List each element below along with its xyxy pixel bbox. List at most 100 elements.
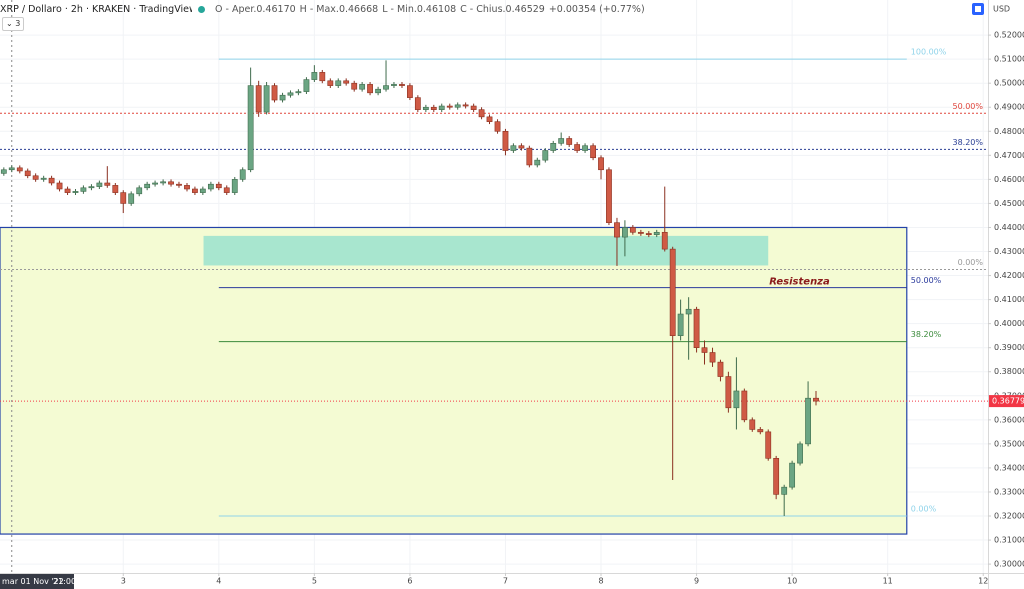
candle-body (518, 145, 525, 149)
candle-body (287, 92, 294, 96)
candle-body (717, 361, 724, 377)
candle-body (470, 105, 477, 110)
y-tick-label: 0.47000 (994, 151, 1024, 160)
candle-body (343, 80, 350, 84)
y-tick-label: 0.48000 (994, 127, 1024, 136)
level-label: 0.00% (958, 258, 984, 267)
candle-body (781, 486, 788, 495)
candle-body (32, 175, 39, 180)
y-tick-label: 0.50000 (994, 79, 1024, 88)
candle-body (550, 143, 557, 151)
level-label: 0.00% (911, 505, 937, 514)
zone (203, 235, 769, 266)
ohlc-item: H - Max.0.46668 (299, 3, 379, 15)
candle-body (8, 167, 15, 171)
candle-body (813, 397, 819, 402)
y-tick-label: 0.51000 (994, 55, 1024, 64)
candle-body (590, 145, 596, 159)
candle-body (502, 130, 509, 151)
y-tick-label: 0.33000 (994, 487, 1024, 496)
candle-body (16, 167, 23, 172)
candle-body (526, 147, 533, 166)
candle-body (789, 462, 796, 488)
level-label: 50.00% (952, 102, 983, 111)
candle-body (749, 419, 756, 430)
x-tick-label: 9 (694, 577, 699, 586)
zone (0, 226, 908, 535)
candle-body (653, 231, 660, 235)
ohlc-legend: O - Aper.0.46170 H - Max.0.46668 L - Min.0… (215, 4, 649, 15)
candle-body (414, 97, 421, 110)
x-tick-label: 7 (503, 577, 508, 586)
candle-body (56, 182, 63, 190)
candle-body (64, 188, 71, 193)
candle-body (144, 183, 151, 189)
candle-body (629, 227, 636, 233)
candle-body (438, 105, 445, 110)
candle-body (223, 187, 230, 193)
indicator-count[interactable]: ⌄ 3 (2, 17, 25, 31)
candle-body (797, 443, 803, 464)
y-tick-label: 0.35000 (994, 439, 1024, 448)
candle-body (231, 179, 238, 193)
candle-body (534, 159, 541, 166)
currency-label[interactable]: USD (993, 5, 1010, 14)
y-tick-label: 0.39000 (994, 343, 1024, 352)
candle-body (765, 431, 772, 459)
y-tick-label: 0.31000 (994, 536, 1024, 545)
candle-body (614, 222, 620, 238)
candle-body (422, 106, 429, 110)
y-tick-label: 0.41000 (994, 295, 1024, 304)
candle-body (303, 79, 310, 92)
candle-body (693, 308, 700, 348)
candle-body (430, 106, 437, 110)
candle-body (168, 181, 174, 185)
candle-body (255, 85, 262, 113)
status-dot (198, 5, 205, 13)
y-tick-label: 0.36000 (994, 415, 1024, 424)
x-tick-label: 10 (787, 577, 797, 586)
candle-body (160, 181, 167, 184)
candle-body (733, 390, 740, 409)
candle-body (510, 145, 517, 151)
symbol-title[interactable]: XRP / Dollaro · 2h · KRAKEN · TradingVie… (0, 3, 192, 15)
candle-body (112, 185, 119, 193)
candle-body (120, 192, 127, 204)
candle-body (574, 144, 581, 151)
x-tick-label: 11 (883, 577, 893, 586)
candle-body (72, 191, 79, 193)
candle-body (669, 248, 676, 336)
candle-body (215, 183, 222, 189)
level-label: 38.20% (952, 138, 983, 147)
ohlc-item: O - Aper.0.46170 (215, 3, 296, 15)
candle-body (128, 193, 135, 204)
candle-body (773, 458, 780, 495)
ohlc-item: +0.00354 (+0.77%) (548, 3, 645, 15)
y-tick-label: 0.32000 (994, 512, 1024, 521)
y-tick-label: 0.44000 (994, 223, 1024, 232)
candle-body (494, 121, 501, 132)
level-label: 100.00% (911, 48, 947, 57)
candle-body (207, 183, 214, 190)
indicator-count-value: 3 (15, 19, 21, 28)
candle-body (454, 104, 461, 108)
x-tick-label: 6 (407, 577, 412, 586)
candle-body (558, 138, 565, 144)
candle-body (677, 313, 684, 336)
candle-body (24, 170, 31, 177)
candle-body (478, 109, 485, 118)
level-label: 38.20% (911, 330, 942, 339)
x-tick-label: 5 (312, 577, 317, 586)
candle-body (359, 84, 366, 90)
candle-body (805, 397, 811, 445)
candle-body (247, 85, 254, 171)
candle-body (367, 84, 373, 94)
candle-body (462, 104, 469, 107)
y-tick-label: 0.38000 (994, 367, 1024, 376)
candle-body (96, 182, 103, 187)
candle-body (391, 84, 397, 86)
candle-body (757, 429, 764, 433)
x-tick-label: 8 (598, 577, 603, 586)
